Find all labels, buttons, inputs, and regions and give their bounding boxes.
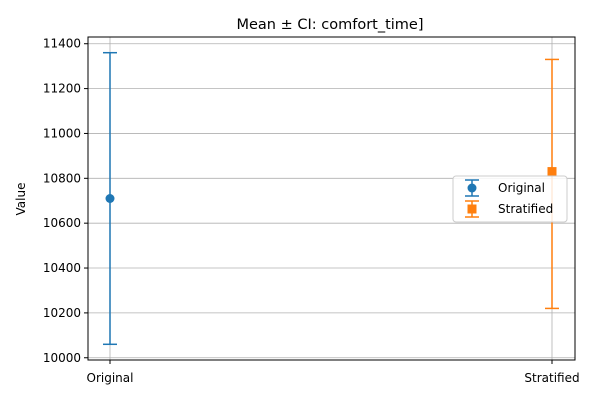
x-tick-label: Original xyxy=(87,371,134,385)
y-axis-label: Value xyxy=(14,183,28,216)
mean-point xyxy=(105,194,115,203)
legend-frame xyxy=(452,175,568,223)
data-marks xyxy=(103,51,559,346)
mean-point xyxy=(547,167,557,177)
y-tick-label: 10200 xyxy=(43,306,81,320)
legend-marker-icon xyxy=(467,204,477,214)
y-tick-label: 11000 xyxy=(43,126,81,140)
y-tick-label: 10000 xyxy=(43,351,81,365)
y-tick-label: 10400 xyxy=(43,261,81,275)
y-tick-label: 10800 xyxy=(43,171,81,185)
y-tick-label: 10600 xyxy=(43,216,81,230)
chart-title: Mean ± CI: comfort_time] xyxy=(236,17,423,33)
x-tick-label: Stratified xyxy=(524,371,579,385)
legend-item-stratified: Stratified xyxy=(465,200,553,218)
legend-item-original: Original xyxy=(465,179,545,197)
legend-marker-icon xyxy=(467,183,477,193)
legend-label: Original xyxy=(498,181,545,195)
legend-label: Stratified xyxy=(498,202,553,216)
legend: Original Stratified xyxy=(452,175,568,223)
axis-ticks: 10000 10200 10400 10600 10800 11000 11200 11400… xyxy=(43,37,580,385)
series-original xyxy=(103,51,117,346)
y-tick-label: 11200 xyxy=(43,82,81,96)
y-tick-label: 11400 xyxy=(43,37,81,51)
plot-frame xyxy=(87,36,576,361)
